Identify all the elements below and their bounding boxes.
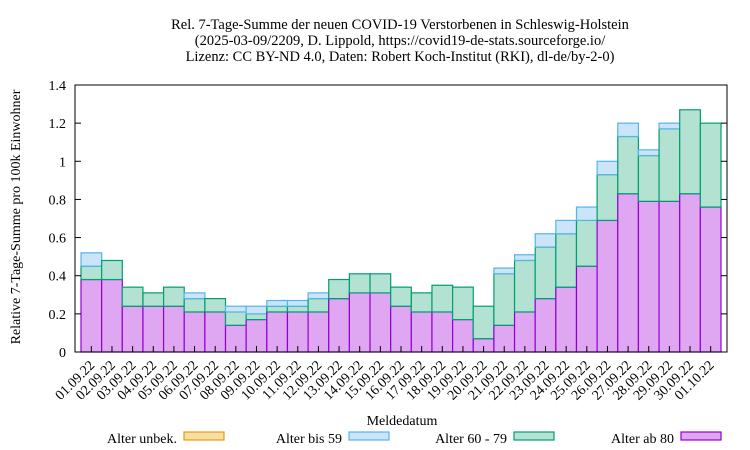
bar-segment (307, 311, 330, 353)
bar-segment (431, 284, 454, 313)
bar-segment (162, 305, 185, 353)
bar-segment (555, 286, 578, 353)
bar-segment (658, 200, 681, 353)
bar-segment (204, 298, 227, 313)
bar-segment (472, 305, 495, 340)
bar-segment (596, 219, 619, 353)
y-tick-label: 1 (59, 155, 66, 170)
bar-segment (369, 292, 392, 353)
bar-segment (637, 154, 660, 202)
y-tick-label: 1.2 (49, 117, 67, 132)
bar-segment (266, 305, 289, 313)
y-tick-label: 0.4 (49, 270, 67, 285)
bar-segment (224, 311, 247, 326)
bar-segment (80, 265, 103, 281)
y-tick-label: 0.2 (49, 308, 67, 323)
bar-segment (390, 305, 412, 353)
bar-segment (101, 278, 123, 353)
bar-segment (493, 273, 516, 326)
bar-segment (142, 305, 165, 353)
legend-label: Alter 60 - 79 (435, 432, 507, 447)
bar-segment (575, 219, 598, 267)
bar-segment (534, 233, 557, 248)
bar-segment (699, 206, 722, 353)
bar-segment (534, 246, 557, 300)
title-line: (2025-03-09/2209, D. Lippold, https://co… (195, 33, 606, 49)
bar-segment (328, 278, 350, 300)
bar-segment (617, 135, 640, 195)
bar-segment (679, 193, 701, 353)
bar-segment (679, 109, 701, 195)
title-line: Lizenz: CC BY-ND 4.0, Daten: Robert Koch… (186, 49, 615, 65)
axes-group: 00.20.40.60.811.21.401.09.2202.09.2203.0… (49, 79, 728, 403)
bar-segment (534, 298, 557, 353)
y-axis-label: Relative 7-Tage-Summe pro 100k Einwohner (9, 89, 24, 344)
bar-segment (555, 233, 578, 288)
bar-segment (410, 292, 433, 313)
bar-segment (637, 200, 660, 353)
bar-segment (307, 292, 330, 300)
y-tick-label: 0.8 (49, 193, 67, 208)
bar-segment (101, 259, 123, 281)
bar-segment (699, 122, 722, 208)
bar-segment (390, 286, 412, 307)
legend-swatch (680, 431, 722, 441)
bar-segment (307, 298, 330, 313)
bar-segment (183, 298, 206, 313)
x-axis-label: Meldedatum (367, 414, 438, 429)
bar-segment (658, 122, 681, 130)
bar-segment (513, 259, 536, 313)
bar-segment (286, 299, 309, 307)
bar-segment (596, 174, 619, 222)
bars-group (80, 109, 722, 353)
bar-segment (204, 311, 227, 353)
bar-segment (513, 254, 536, 262)
bar-segment (410, 311, 433, 353)
bar-segment (245, 305, 268, 315)
bar-segment (142, 292, 165, 307)
bar-segment (555, 219, 578, 235)
bar-segment (658, 128, 681, 202)
bar-segment (575, 265, 598, 353)
legend-label: Alter bis 59 (276, 432, 342, 447)
bar-segment (452, 286, 474, 321)
bar-segment (162, 286, 185, 307)
bar-segment (121, 286, 144, 307)
bar-segment (369, 273, 392, 294)
bar-segment (183, 311, 206, 353)
bar-segment (266, 311, 289, 353)
bar-segment (348, 292, 371, 353)
bar-segment (266, 299, 289, 307)
bar-segment (513, 311, 536, 353)
legend-swatch (513, 431, 555, 441)
y-tick-label: 1.4 (49, 79, 67, 94)
bar-segment (617, 122, 640, 138)
bar-segment (80, 252, 103, 267)
title-line: Rel. 7-Tage-Summe der neuen COVID-19 Ver… (171, 17, 630, 33)
legend-swatch (348, 431, 390, 441)
y-tick-label: 0.6 (49, 232, 67, 247)
bar-segment (80, 278, 103, 353)
bar-segment (617, 193, 640, 353)
bar-segment (348, 273, 371, 294)
bar-segment (121, 305, 144, 353)
y-tick-label: 0 (59, 346, 66, 361)
legend: Alter unbek. Alter bis 59 Alter 60 - 79 Alt… (107, 431, 722, 447)
chart-title: Rel. 7-Tage-Summe der neuen COVID-19 Ver… (171, 17, 630, 65)
legend-label: Alter ab 80 (611, 432, 674, 447)
legend-label: Alter unbek. (107, 432, 177, 447)
bar-segment (596, 160, 619, 176)
legend-swatch (183, 431, 225, 441)
bar-segment (245, 313, 268, 321)
bar-segment (286, 305, 309, 313)
bar-segment (328, 298, 350, 353)
bar-segment (286, 311, 309, 353)
bar-segment (183, 292, 206, 300)
bar-segment (637, 149, 660, 157)
bar-segment (224, 305, 247, 313)
bar-segment (493, 267, 516, 275)
bar-segment (431, 311, 454, 353)
bar-segment (575, 206, 598, 222)
